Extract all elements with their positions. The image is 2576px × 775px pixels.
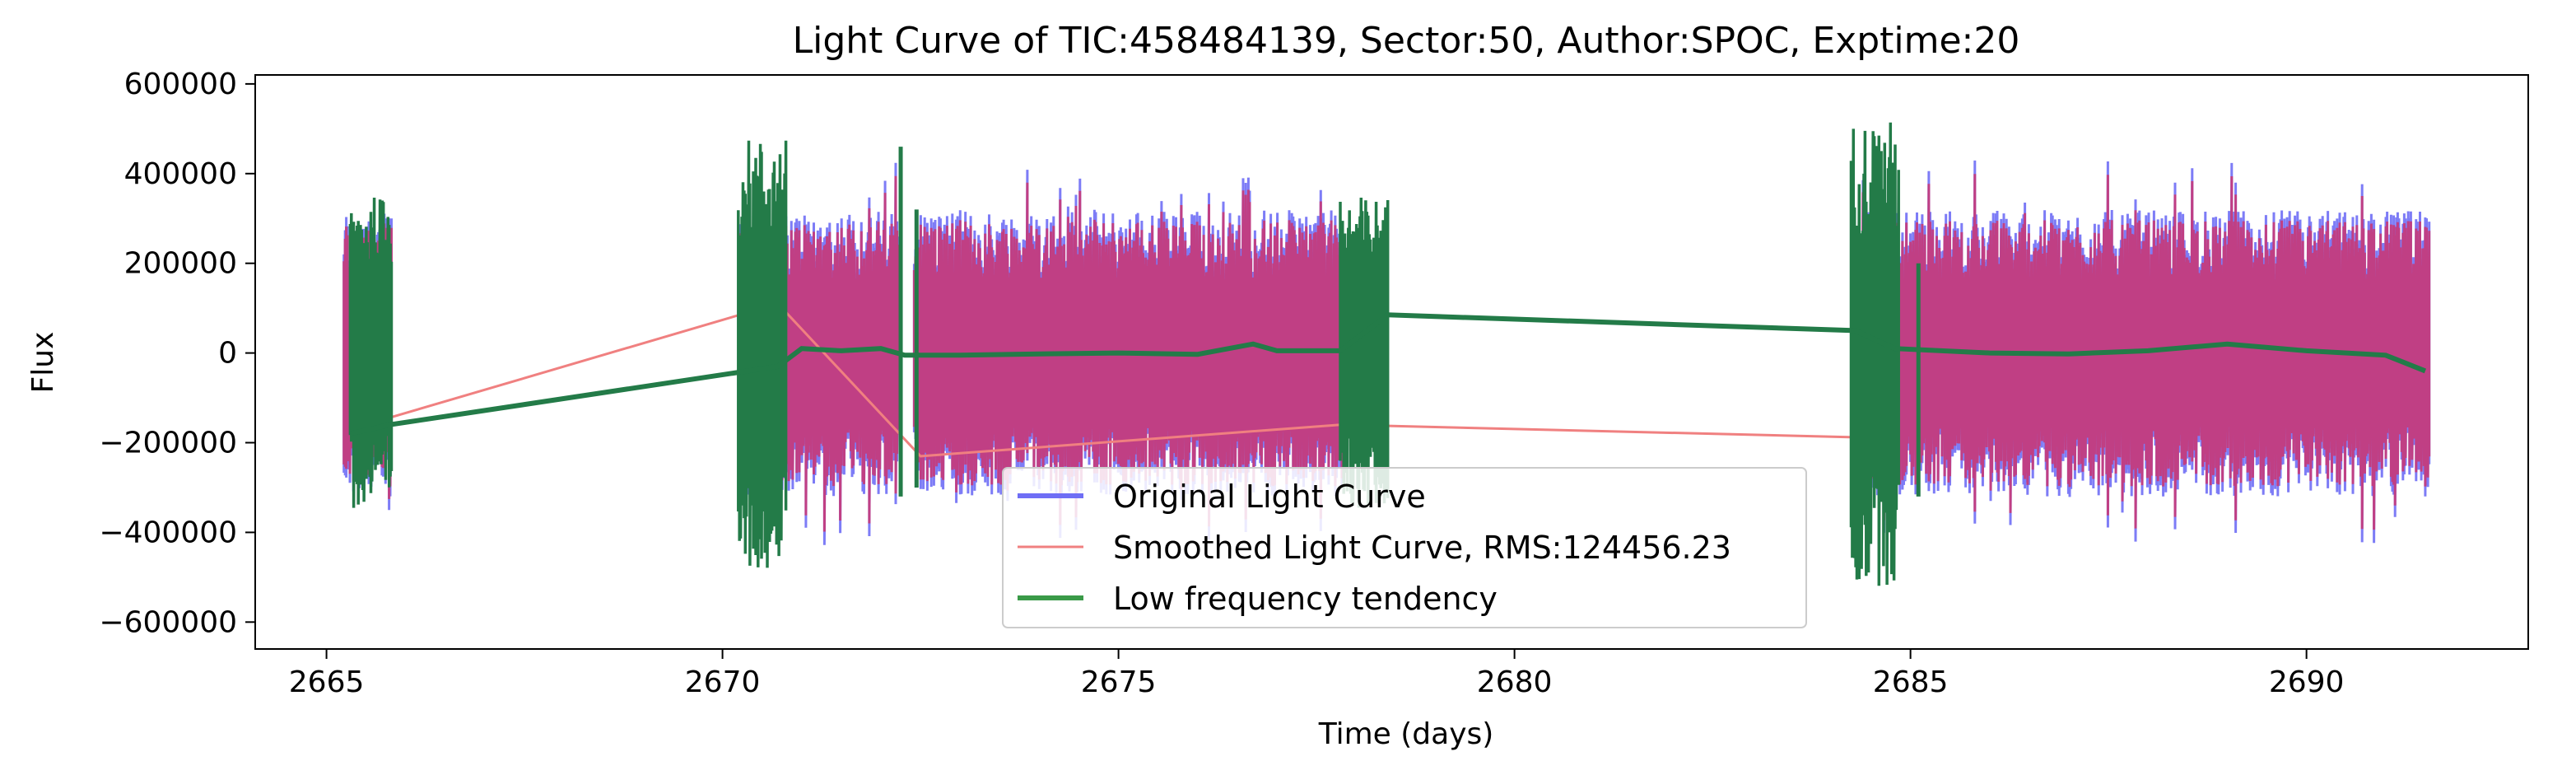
series-tendency-burst	[1339, 197, 1390, 508]
x-tick-label: 2665	[289, 665, 365, 699]
x-tick-label: 2670	[685, 665, 761, 699]
y-axis-ticks: −600000 −400000 −200000 0 200000 400000 600000	[99, 68, 255, 639]
series-smoothed-segment	[1850, 174, 2431, 530]
x-axis-ticks: 2665 2670 2675 2680 2685 2690	[289, 649, 2345, 699]
x-tick-label: 2675	[1081, 665, 1157, 699]
series-tendency-burst	[348, 197, 394, 508]
x-tick-label: 2680	[1477, 665, 1553, 699]
y-tick-label: −600000	[99, 605, 237, 639]
x-axis-title: Time (days)	[1318, 717, 1494, 751]
plot-area	[342, 122, 2431, 586]
y-tick-label: 400000	[124, 157, 237, 191]
axes-frame	[254, 74, 2529, 650]
legend-box	[1002, 467, 1807, 628]
series-tendency-line	[349, 312, 2427, 437]
y-tick-label: −200000	[99, 427, 237, 460]
series-smoothed-trend	[349, 302, 1895, 458]
legend-label-original: Original Light Curve	[1113, 479, 1426, 515]
y-tick-label: −400000	[99, 516, 237, 549]
x-tick-label: 2690	[2269, 665, 2345, 699]
chart-title: Light Curve of TIC:458484139, Sector:50,…	[793, 20, 2020, 62]
y-tick-label: 0	[218, 337, 237, 371]
legend-label-tendency: Low frequency tendency	[1113, 581, 1498, 617]
x-tick-label: 2685	[1873, 665, 1949, 699]
y-tick-label: 600000	[124, 68, 237, 101]
y-axis-title: Flux	[26, 332, 60, 394]
y-tick-label: 200000	[124, 247, 237, 281]
legend: Original Light Curve Smoothed Light Curv…	[1002, 467, 1807, 628]
series-tendency-burst	[737, 140, 788, 568]
series-tendency-burst	[1849, 122, 1900, 586]
legend-label-smoothed: Smoothed Light Curve, RMS:124456.23	[1113, 530, 1731, 566]
